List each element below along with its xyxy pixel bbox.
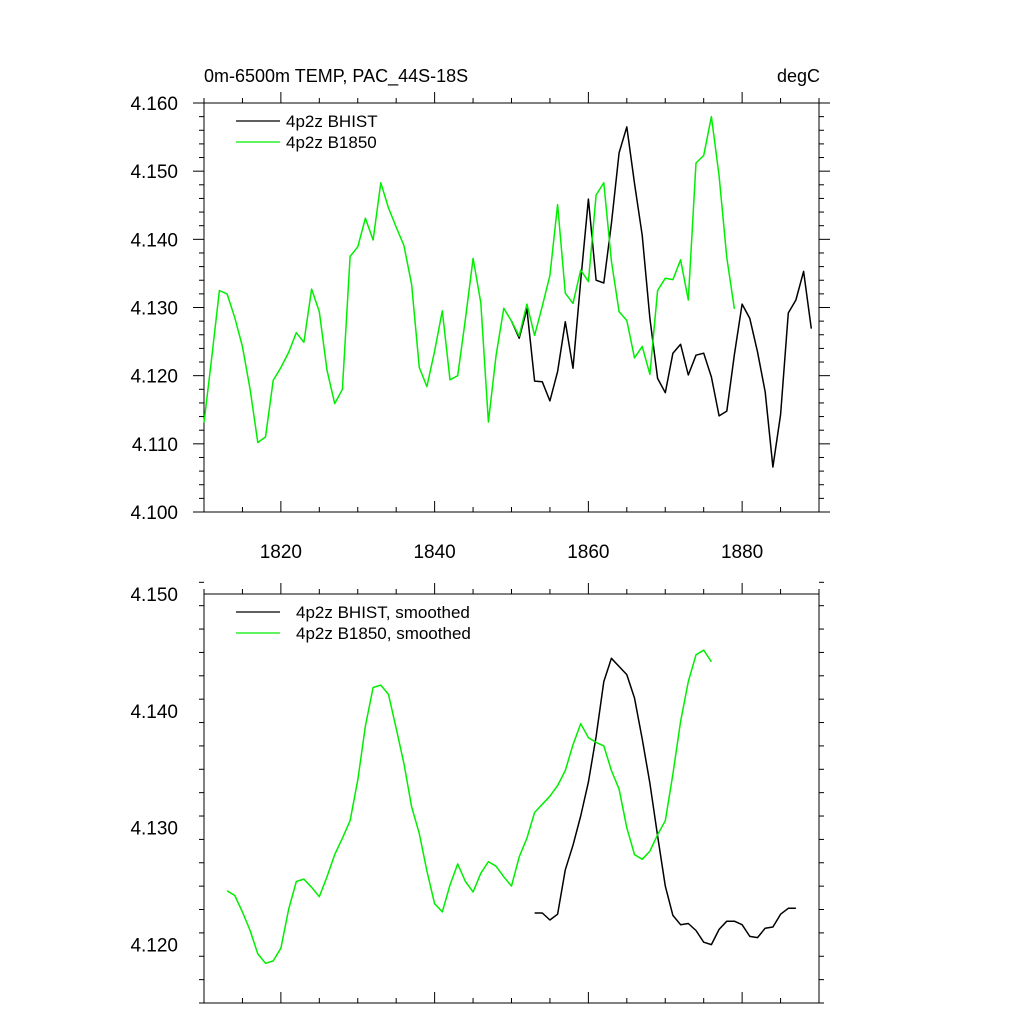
x-tick-label: 1820 bbox=[260, 542, 302, 563]
y-tick-label: 4.150 bbox=[130, 585, 178, 606]
y-tick-label: 4.150 bbox=[130, 162, 178, 183]
y-tick-label: 4.130 bbox=[130, 819, 178, 840]
legend: 4p2z BHIST 4p2z B1850 bbox=[236, 112, 378, 152]
plot-frame bbox=[203, 102, 820, 513]
legend-label-bhist-smoothed: 4p2z BHIST, smoothed bbox=[296, 603, 470, 622]
y-tick-label: 4.140 bbox=[130, 230, 178, 251]
series-line-4p2z-b1850 bbox=[203, 115, 736, 444]
axis-ticks bbox=[193, 92, 830, 513]
y-tick-label: 4.160 bbox=[130, 94, 178, 115]
legend-label-b1850: 4p2z B1850 bbox=[286, 133, 377, 152]
chart-title: 0m-6500m TEMP, PAC_44S-18S bbox=[204, 66, 468, 87]
x-tick-label: 1860 bbox=[567, 542, 609, 563]
legend-label-bhist: 4p2z BHIST bbox=[286, 112, 378, 131]
plot-frame bbox=[203, 593, 820, 1004]
y-tick-labels: 4.100 4.110 4.120 4.130 4.140 4.150 4.160 bbox=[130, 94, 178, 524]
y-tick-label: 4.120 bbox=[130, 367, 178, 388]
legend-label-b1850-smoothed: 4p2z B1850, smoothed bbox=[296, 624, 471, 643]
series-lines bbox=[226, 649, 796, 965]
legend: 4p2z BHIST, smoothed 4p2z B1850, smoothe… bbox=[236, 603, 471, 643]
y-tick-label: 4.120 bbox=[130, 936, 178, 957]
units-label: degC bbox=[777, 66, 820, 86]
series-line-4p2z-b1850-smoothed bbox=[226, 649, 713, 965]
series-line-4p2z-bhist bbox=[510, 126, 813, 468]
x-tick-label: 1880 bbox=[721, 542, 763, 563]
y-tick-label: 4.100 bbox=[130, 503, 178, 524]
series-lines bbox=[203, 115, 813, 468]
x-tick-labels: 1820 1840 1860 1880 bbox=[260, 542, 764, 563]
y-tick-label: 4.130 bbox=[130, 299, 178, 320]
series-line-4p2z-bhist-smoothed bbox=[534, 657, 796, 946]
top-panel: 0m-6500m TEMP, PAC_44S-18S degC 4.1004.1… bbox=[130, 66, 830, 563]
y-tick-labels: 4.120 4.130 4.140 4.150 bbox=[130, 585, 178, 957]
x-tick-label: 1840 bbox=[413, 542, 455, 563]
y-tick-label: 4.110 bbox=[132, 435, 178, 456]
bottom-panel: 4.120 4.130 4.140 4.150 4p2z BHIST, smoothe… bbox=[130, 581, 824, 1004]
axis-ticks bbox=[199, 581, 824, 1004]
y-tick-label: 4.140 bbox=[130, 702, 178, 723]
